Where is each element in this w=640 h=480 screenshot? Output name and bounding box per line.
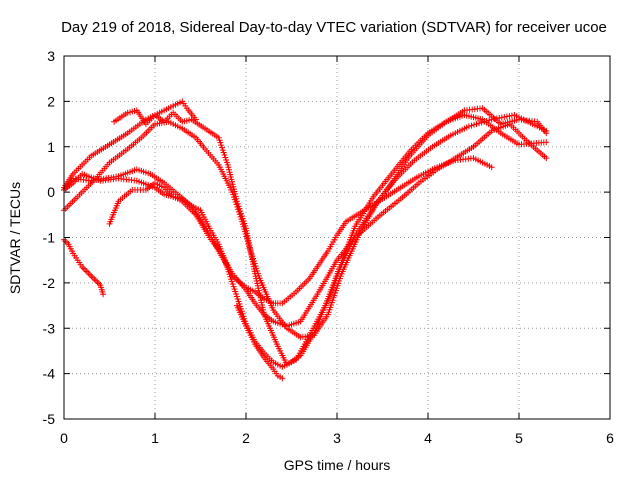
marker-trail [61,236,107,298]
x-tick-label: 2 [242,430,250,446]
y-axis-label: SDTVAR / TECUs [7,182,23,294]
marker-trail [61,112,550,341]
x-tick-label: 6 [606,430,614,446]
marker-trail [233,302,286,382]
x-axis-label: GPS time / hours [284,457,391,473]
data-series [61,98,550,382]
axis-ticks: 0 1 2 3 4 5 6 -5 -4 -3 -2 -1 0 1 2 3 [43,48,615,446]
x-tick-label: 0 [60,430,68,446]
marker-trail [61,121,550,329]
y-tick-label: -1 [43,230,56,246]
series-arc-7 [233,302,286,382]
x-tick-label: 4 [424,430,432,446]
x-tick-label: 5 [515,430,523,446]
y-tick-label: 2 [47,93,55,109]
x-tick-label: 3 [333,430,341,446]
series-arc-2 [61,121,550,329]
y-tick-label: 0 [47,184,55,200]
y-tick-label: -4 [43,366,56,382]
y-tick-label: -5 [43,411,56,427]
y-tick-label: 3 [47,48,55,64]
y-tick-label: 1 [47,139,55,155]
series-arc-3 [61,112,550,341]
x-tick-label: 1 [151,430,159,446]
series-arc-1 [61,155,495,307]
y-tick-label: -3 [43,320,56,336]
marker-trail [61,155,495,307]
y-tick-label: -2 [43,275,56,291]
chart-title: Day 219 of 2018, Sidereal Day-to-day VTE… [61,19,607,36]
series-arc-6 [61,236,107,298]
